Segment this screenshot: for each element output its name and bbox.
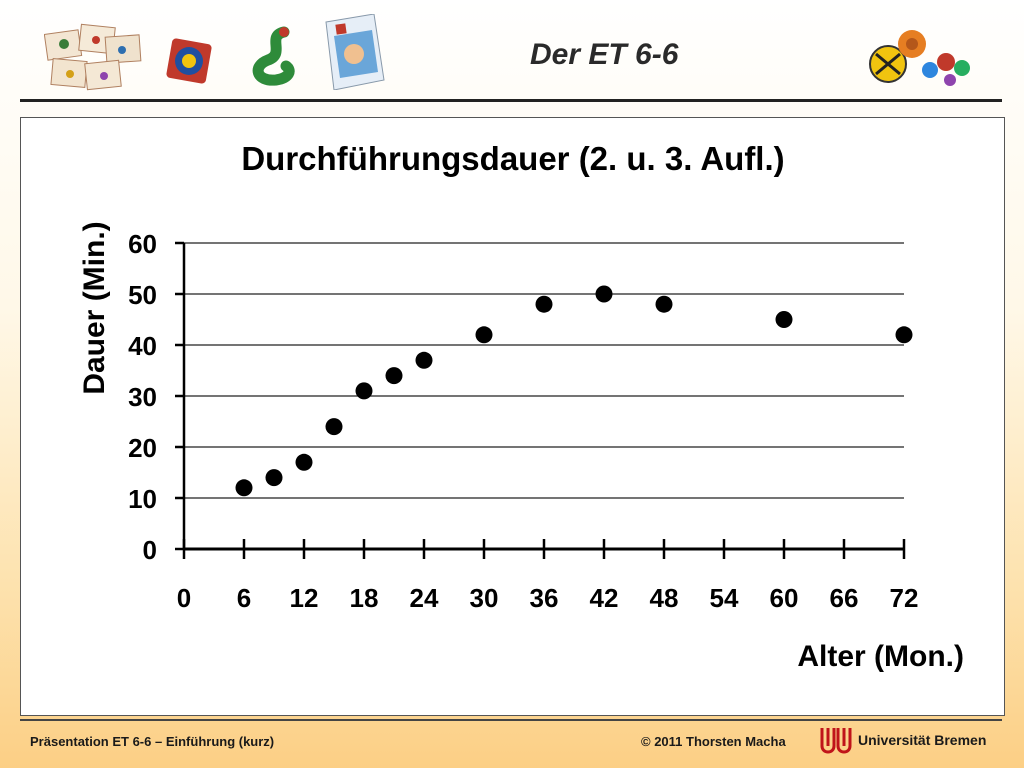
x-tick-label: 0 xyxy=(177,583,191,613)
header: Der ET 6-6 xyxy=(0,0,1024,100)
footer-divider xyxy=(20,719,1002,721)
x-axis-label: Alter (Mon.) xyxy=(797,640,964,673)
x-tick-label: 42 xyxy=(590,583,619,613)
chart-title: Durchführungsdauer (2. u. 3. Aufl.) xyxy=(241,140,784,177)
data-point xyxy=(895,326,913,344)
y-tick-label: 40 xyxy=(128,331,157,361)
y-tick-label: 50 xyxy=(128,280,157,310)
university-name: Universität Bremen xyxy=(858,732,987,748)
data-point xyxy=(415,351,433,369)
toy-snake-image xyxy=(252,26,295,86)
x-tick-label: 24 xyxy=(410,583,439,613)
y-tick-label: 20 xyxy=(128,433,157,463)
x-tick-label: 12 xyxy=(290,583,319,613)
y-tick-label: 60 xyxy=(128,229,157,259)
manual-book-image xyxy=(325,14,385,90)
x-tick-label: 30 xyxy=(470,583,499,613)
data-points xyxy=(235,285,913,497)
scatter-chart: Durchführungsdauer (2. u. 3. Aufl.) Daue… xyxy=(78,140,964,673)
data-point xyxy=(535,295,553,313)
data-point xyxy=(475,326,493,344)
x-tick-label: 54 xyxy=(710,583,739,613)
x-tick-label: 18 xyxy=(350,583,379,613)
y-tick-label: 0 xyxy=(143,535,157,565)
y-tick-label: 30 xyxy=(128,382,157,412)
data-point xyxy=(355,382,373,400)
footer-presentation-label: Präsentation ET 6-6 – Einführung (kurz) xyxy=(30,734,275,749)
data-point xyxy=(325,418,343,436)
x-tick-label: 66 xyxy=(830,583,859,613)
x-tick-label: 72 xyxy=(890,583,919,613)
x-tick-label: 36 xyxy=(530,583,559,613)
grid-lines xyxy=(184,242,904,499)
data-point xyxy=(385,367,403,385)
axes: 0 10 20 30 40 50 60 0 6 12 18 24 30 36 42 48 54 60 66 72 xyxy=(128,229,918,613)
x-tick-label: 60 xyxy=(770,583,799,613)
page-title: Der ET 6-6 xyxy=(530,38,679,71)
toy-balls-image xyxy=(869,30,970,86)
data-point xyxy=(235,479,253,497)
material-cards-image xyxy=(44,23,142,91)
x-tick-label: 6 xyxy=(237,583,251,613)
header-divider xyxy=(20,99,1002,102)
data-point xyxy=(295,453,313,471)
data-point xyxy=(265,469,283,487)
data-point xyxy=(655,295,673,313)
data-point xyxy=(595,285,613,303)
y-axis-label: Dauer (Min.) xyxy=(78,221,111,394)
y-tick-label: 10 xyxy=(128,484,157,514)
footer-copyright: © 2011 Thorsten Macha xyxy=(641,734,786,749)
university-logo-icon xyxy=(820,728,852,754)
chart-panel: Durchführungsdauer (2. u. 3. Aufl.) Daue… xyxy=(20,117,1005,716)
puzzle-board-image xyxy=(166,38,212,84)
data-point xyxy=(775,311,793,328)
x-tick-label: 48 xyxy=(650,583,679,613)
